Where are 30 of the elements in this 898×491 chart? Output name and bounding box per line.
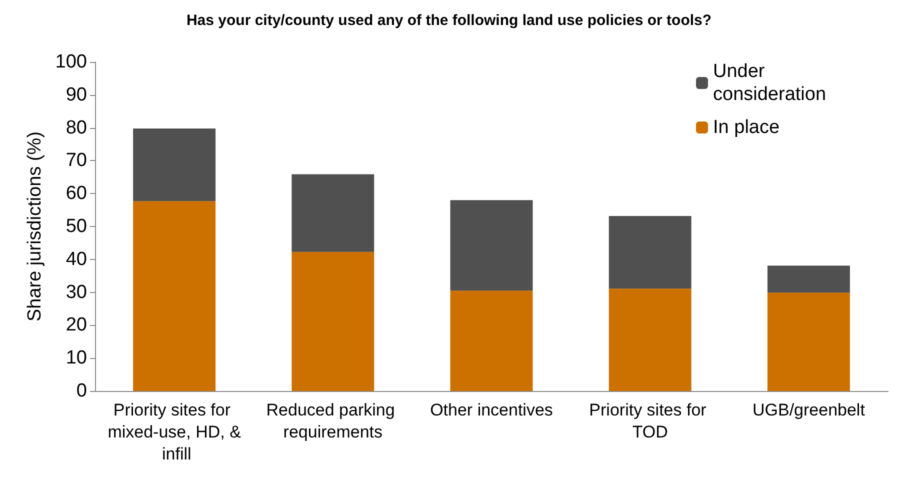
bar bbox=[608, 288, 692, 391]
y-tick-label: 80 bbox=[66, 117, 87, 138]
y-tick-label: 30 bbox=[66, 282, 87, 303]
x-tick-label: Reduced parking requirements bbox=[266, 400, 400, 442]
x-tick-label: UGB/greenbelt bbox=[752, 400, 866, 420]
y-tick-label: 40 bbox=[66, 248, 87, 270]
bar bbox=[608, 216, 692, 289]
chart-title: Has your city/county used any of the following land use policies or tools? bbox=[186, 12, 712, 29]
y-tick-label: 70 bbox=[66, 150, 87, 172]
y-tick-label: 90 bbox=[66, 84, 87, 106]
bar bbox=[767, 292, 850, 391]
y-tick-label: 20 bbox=[66, 314, 87, 336]
y-tick-label: 60 bbox=[66, 183, 87, 204]
bar bbox=[450, 200, 533, 291]
x-tick-label: Priority sites for mixed-use, HD, & infill bbox=[108, 400, 242, 464]
bar bbox=[450, 290, 533, 391]
legend-label: In place bbox=[713, 117, 780, 138]
y-tick-label: 100 bbox=[55, 52, 87, 72]
y-axis-title: Share jurisdictions (%) bbox=[24, 131, 46, 322]
bar bbox=[767, 266, 850, 293]
legend-label: Under consideration bbox=[713, 61, 826, 105]
x-tick-label: Other incentives bbox=[430, 400, 553, 420]
bar bbox=[292, 252, 374, 391]
bar bbox=[133, 201, 216, 391]
x-tick-label: Priority sites for TOD bbox=[589, 400, 712, 442]
y-tick-label: 10 bbox=[66, 348, 87, 369]
bar bbox=[133, 128, 216, 202]
bar bbox=[292, 174, 374, 252]
y-tick-label: 50 bbox=[66, 216, 87, 237]
y-tick-label: 0 bbox=[76, 380, 87, 402]
